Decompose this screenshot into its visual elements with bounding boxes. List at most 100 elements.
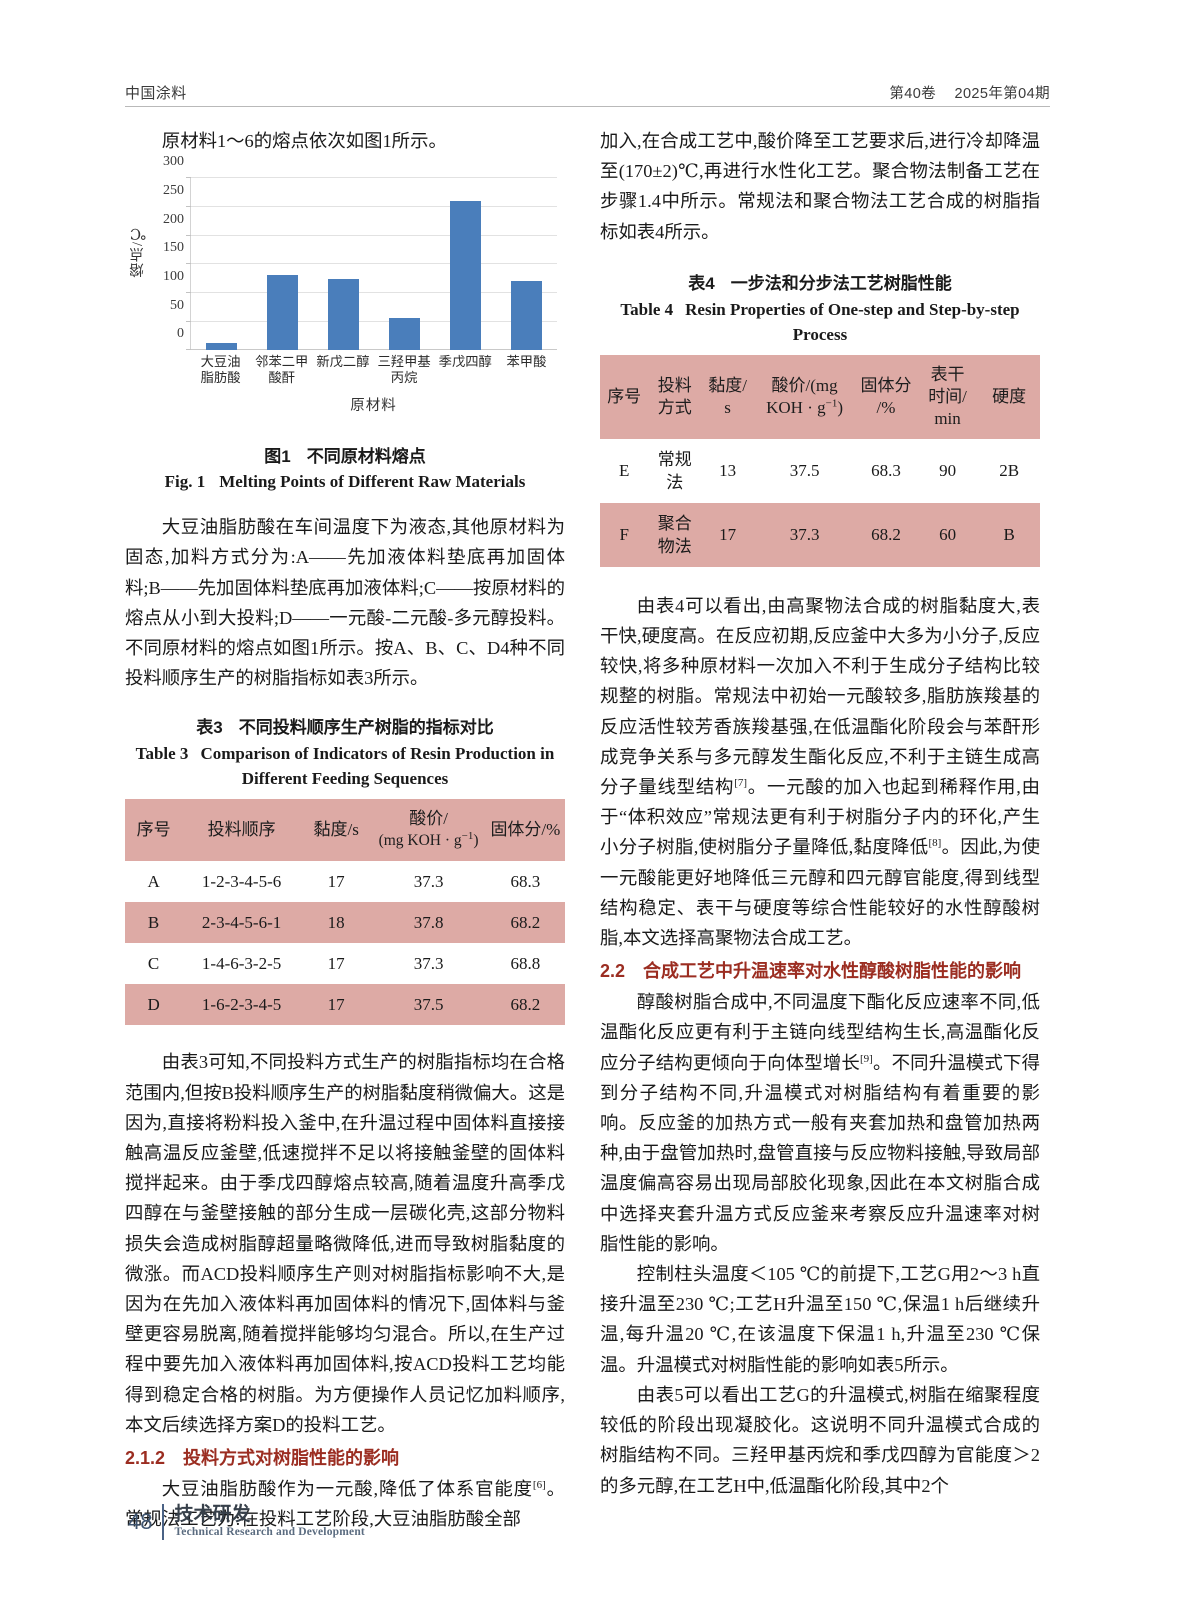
table3-title-cn: 不同投料顺序生产树脂的指标对比 [238, 718, 494, 738]
th-no: 序号 [600, 354, 649, 439]
figure-1: 熔点/℃ 0 [125, 154, 565, 492]
cell-acid-value: 37.5 [753, 438, 856, 503]
chart-y-axis-title: 熔点/℃ [130, 224, 146, 278]
table3-caption-cn: 表3 不同投料顺序生产树脂的指标对比 [125, 715, 565, 741]
figure-caption-en: Fig. 1 Melting Points of Different Raw Ma… [125, 472, 565, 492]
table4-number-cn: 表4 [688, 273, 715, 293]
bar-cell [191, 178, 252, 351]
header-divider [125, 106, 1050, 107]
th-viscosity: 黏度/s [300, 799, 372, 862]
y-tick-label: 200 [163, 211, 184, 227]
volume-label: 第40卷 [889, 86, 937, 102]
footer-divider [162, 1504, 165, 1540]
chart-bar [450, 200, 481, 351]
th-sequence: 投料顺序 [182, 799, 301, 862]
cell-sequence: 2-3-4-5-6-1 [182, 902, 301, 944]
bar-cell [374, 178, 435, 351]
paragraph-table3-discussion: 由表3可知,不同投料方式生产的树脂指标均在合格范围内,但按B投料顺序生产的树脂黏… [125, 1052, 565, 1435]
paragraph-2-2: 醇酸树脂合成中,不同温度下酯化反应速率不同,低温酯化反应更有利于主链向线型结构生… [600, 992, 1040, 1254]
figure-caption-cn: 图1 不同原材料熔点 [125, 442, 565, 467]
table3-caption-en: Table 3 Comparison of Indicators of Resin… [125, 741, 565, 791]
table-row: C 1-4-6-3-2-5 17 37.3 68.8 [125, 943, 565, 985]
gridline-250 [191, 205, 557, 207]
paragraph-feeding-methods: 大豆油脂肪酸在车间温度下为液态,其他原材料为固态,加料方式分为:A——先加液体料… [125, 517, 565, 689]
paragraph-table4-discussion: 由表4可以看出,由高聚物法合成的树脂黏度大,表干快,硬度高。在反应初期,反应釜中… [600, 595, 1040, 949]
cell-solid: 68.2 [855, 502, 917, 567]
cell-dry-time: 90 [916, 438, 979, 503]
section-title: 合成工艺中升温速率对水性醇酸树脂性能的影响 [643, 961, 1022, 982]
citation-ref: [8] [928, 837, 942, 850]
y-tick-label: 50 [170, 297, 184, 313]
table-row: E 常规 法 13 37.5 68.3 90 2B [600, 438, 1040, 503]
chart-bar [511, 280, 542, 351]
chart-bar [267, 275, 298, 351]
citation-ref: [9] [860, 1052, 873, 1065]
th-acid-value: 酸价/(mg KOH · g−1) [753, 354, 856, 439]
cell-solid: 68.2 [485, 902, 565, 944]
cell-no: F [600, 502, 649, 567]
cell-no: D [125, 984, 183, 1026]
bar-cell [252, 178, 313, 351]
cell-dry-time: 60 [916, 502, 979, 567]
page-footer: 48 技术研发 Technical Research and Developme… [128, 1504, 365, 1540]
cell-acid-value: 37.3 [371, 861, 486, 903]
table-header-row: 序号 投料 方式 黏度/ s 酸价/(mg KOH · g−1) [600, 354, 1040, 439]
cell-method: 聚合 物法 [648, 502, 702, 567]
section-number: 2.1.2 [125, 1448, 166, 1469]
right-column: 加入,在合成工艺中,酸价降至工艺要求后,进行冷却降温至(170±2)℃,再进行水… [600, 126, 1040, 1501]
table4-number-en: Table 4 [620, 299, 674, 319]
table3-number-en: Table 3 [135, 744, 189, 764]
cell-viscosity: 17 [300, 943, 372, 985]
x-tick-label: 邻苯二甲 酸酐 [255, 354, 309, 386]
x-tick-label: 季戊四醇 [438, 354, 492, 370]
y-tick-label: 0 [177, 326, 184, 342]
footer-section-en: Technical Research and Development [174, 1526, 365, 1538]
bar-cell [313, 178, 374, 351]
cell-no: C [125, 943, 183, 985]
th-viscosity: 黏度/ s [701, 354, 754, 439]
figure-title-cn: 不同原材料熔点 [306, 447, 426, 467]
gridline-300 [191, 177, 557, 179]
melting-point-bar-chart: 熔点/℃ 0 [125, 154, 565, 414]
figure-number-cn: 图1 [264, 447, 291, 467]
y-tick-label: 300 [163, 154, 184, 170]
page-number: 48 [128, 1509, 153, 1534]
cell-hardness: 2B [978, 438, 1040, 503]
paragraph-right-top: 加入,在合成工艺中,酸价降至工艺要求后,进行冷却降温至(170±2)℃,再进行水… [600, 131, 1040, 242]
chart-bar [389, 317, 420, 351]
cell-viscosity: 13 [701, 438, 754, 503]
chart-x-axis-title: 原材料 [350, 398, 397, 415]
cell-acid-value: 37.8 [371, 902, 486, 944]
section-number: 2.2 [600, 961, 626, 982]
table-3: 序号 投料顺序 黏度/s 酸价/ (mg KOH · g−1) 固体分/% A … [125, 799, 565, 1026]
cell-sequence: 1-4-6-3-2-5 [182, 943, 301, 985]
section-heading-2-1-2: 2.1.2 投料方式对树脂性能的影响 [125, 1442, 565, 1474]
table-header-row: 序号 投料顺序 黏度/s 酸价/ (mg KOH · g−1) 固体分/% [125, 799, 565, 862]
chart-bars [191, 178, 557, 351]
chart-bar [328, 279, 359, 351]
paragraph-process-conditions: 控制柱头温度＜105 ℃的前提下,工艺G用2～3 h直接升温至230 ℃;工艺H… [600, 1264, 1040, 1375]
gridline-150 [191, 263, 557, 265]
issue-info: 第40卷 2025年第04期 [875, 82, 1050, 103]
x-tick-label: 苯甲酸 [506, 354, 547, 370]
cell-viscosity: 17 [701, 502, 754, 567]
section-title: 投料方式对树脂性能的影响 [183, 1448, 400, 1469]
cell-solid: 68.3 [855, 438, 917, 503]
journal-name: 中国涂料 [125, 85, 187, 102]
x-tick-label: 大豆油 脂肪酸 [200, 354, 241, 386]
gridline-200 [191, 234, 557, 236]
y-tick-label: 150 [163, 240, 184, 256]
left-column: 原材料1～6的熔点依次如图1所示。 熔点/℃ [125, 126, 565, 1534]
th-solid-content: 固体分 /% [855, 354, 917, 439]
cell-sequence: 1-2-3-4-5-6 [182, 861, 301, 903]
cell-method: 常规 法 [648, 438, 702, 503]
chart-x-labels: 大豆油 脂肪酸 邻苯二甲 酸酐 新戊二醇 三羟甲基 丙烷 季戊四醇 [190, 354, 557, 386]
paragraph-2-1-2: 大豆油脂肪酸作为一元酸,降低了体系官能度[6]。常规法工艺为:在投料工艺阶段,大… [125, 1478, 565, 1530]
gridline-50 [191, 320, 557, 322]
cell-viscosity: 18 [300, 902, 372, 944]
table4-caption-en: Table 4 Resin Properties of One-step and … [600, 297, 1040, 347]
th-method: 投料 方式 [648, 354, 702, 439]
th-acid-value: 酸价/ (mg KOH · g−1) [371, 799, 486, 862]
table4-caption-cn: 表4 一步法和分步法工艺树脂性能 [600, 271, 1040, 297]
